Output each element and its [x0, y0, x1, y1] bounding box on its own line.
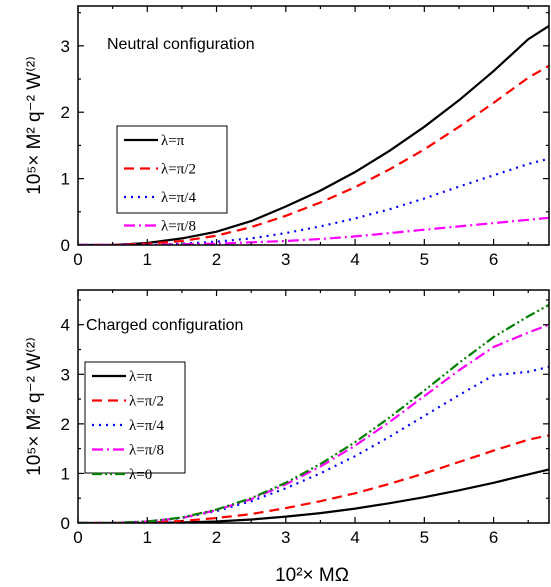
y-tick-label: 3 — [61, 365, 70, 384]
chart-neutral: 0 1 2 3 4 5 6 0 1 2 3 10⁵× M² q⁻² W⁽²⁾ Neutral confi… — [24, 5, 550, 269]
series-line-4 — [78, 303, 549, 523]
series-line-1 — [78, 434, 549, 523]
y-tick-label: 2 — [61, 415, 70, 434]
series-line-0 — [78, 24, 549, 245]
series-line-3 — [78, 216, 549, 245]
x-tick-label: 0 — [73, 528, 82, 547]
y-tick-label: 3 — [61, 37, 70, 56]
legend-label: λ=π/2 — [161, 162, 196, 178]
chart-charged: 0 1 2 3 4 5 6 0 1 2 3 4 10⁵× M² q⁻² W⁽²⁾ Charged conf… — [24, 289, 550, 547]
x-tick-label: 1 — [143, 528, 152, 547]
series-line-3 — [78, 323, 549, 523]
legend-box — [84, 361, 186, 474]
x-tick-label: 0 — [73, 250, 82, 269]
legend-label: λ=π — [129, 369, 153, 385]
x-tick-label: 3 — [281, 528, 290, 547]
legend-label: λ=π — [161, 133, 185, 149]
chart-title: Charged configuration — [86, 317, 243, 334]
legend-label: λ=π/8 — [161, 219, 196, 235]
y-tick-label: 0 — [61, 514, 70, 533]
x-tick-label: 4 — [350, 250, 359, 269]
plot-frame — [77, 5, 550, 246]
x-tick-label: 1 — [143, 250, 152, 269]
y-axis-label: 10⁵× M² q⁻² W⁽²⁾ — [24, 56, 45, 195]
y-tick-label: 2 — [61, 103, 70, 122]
x-tick-label: 2 — [212, 250, 221, 269]
y-tick-label: 0 — [61, 236, 70, 255]
plot-frame — [77, 289, 550, 524]
legend: λ=π λ=π/2 λ=π/4 λ=π/8 λ=0 — [84, 361, 186, 483]
x-tick-label: 2 — [212, 528, 221, 547]
y-tick-label: 1 — [61, 170, 70, 189]
x-tick-label: 4 — [350, 528, 359, 547]
y-tick-label: 4 — [61, 316, 70, 335]
x-axis-label: 10²× MΩ — [275, 565, 349, 586]
legend-label: λ=π/4 — [129, 418, 164, 434]
series-line-1 — [78, 64, 549, 245]
legend-label: λ=π/2 — [129, 394, 164, 410]
legend-label: λ=0 — [129, 467, 152, 483]
legend: λ=π λ=π/2 λ=π/4 λ=π/8 — [116, 125, 228, 235]
legend-label: λ=π/4 — [161, 190, 196, 206]
x-tick-label: 3 — [281, 250, 290, 269]
x-tick-label: 6 — [489, 250, 498, 269]
x-tick-label: 6 — [489, 528, 498, 547]
x-tick-label: 5 — [420, 250, 429, 269]
series-line-2 — [78, 365, 549, 523]
y-axis-label: 10⁵× M² q⁻² W⁽²⁾ — [24, 337, 45, 476]
chart-title: Neutral configuration — [107, 36, 255, 53]
legend-label: λ=π/8 — [129, 443, 164, 459]
x-tick-label: 5 — [420, 528, 429, 547]
y-tick-label: 1 — [61, 464, 70, 483]
